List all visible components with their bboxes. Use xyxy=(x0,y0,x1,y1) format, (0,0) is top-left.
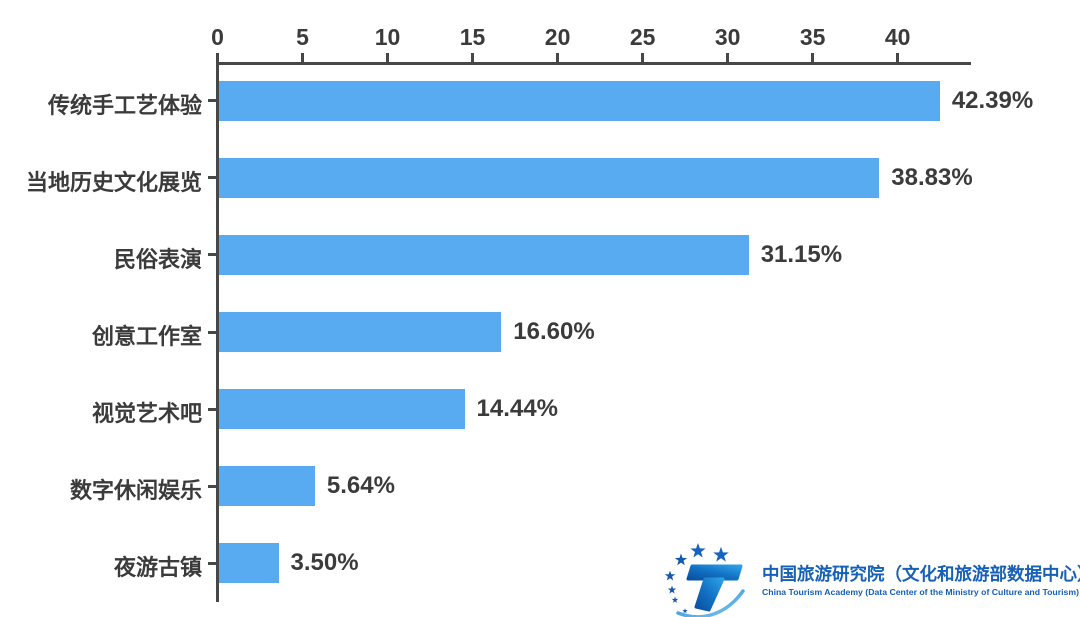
category-label: 夜游古镇 xyxy=(113,555,202,581)
y-axis-tick xyxy=(208,330,216,334)
y-axis-tick xyxy=(208,253,216,257)
y-axis-tick xyxy=(208,561,216,565)
org-name-en: China Tourism Academy (Data Center of th… xyxy=(762,587,1079,597)
branding-text: 中国旅游研究院（文化和旅游部数据中心） China Tourism Academ… xyxy=(762,537,1080,598)
x-axis-tick xyxy=(471,53,475,62)
x-axis-tick-label: 20 xyxy=(544,24,571,50)
value-label: 31.15% xyxy=(760,240,843,268)
bar xyxy=(219,80,940,121)
category-label: 民俗表演 xyxy=(113,246,202,272)
x-axis-tick-label: 35 xyxy=(799,24,826,50)
category-label: 传统手工艺体验 xyxy=(47,92,202,118)
x-axis-tick xyxy=(726,53,730,62)
y-axis-line xyxy=(216,62,219,602)
x-axis-tick-label: 10 xyxy=(374,24,401,50)
x-axis-tick-label: 25 xyxy=(629,24,656,50)
logo-t-mark xyxy=(686,564,743,612)
x-axis-tick xyxy=(811,53,815,62)
bar xyxy=(219,234,749,275)
category-label: 数字休闲娱乐 xyxy=(69,478,202,504)
value-label: 3.50% xyxy=(290,549,359,577)
y-axis-tick xyxy=(208,176,216,180)
org-name-cn: 中国旅游研究院（文化和旅游部数据中心） xyxy=(762,564,1080,584)
x-axis-tick-label: 15 xyxy=(459,24,486,50)
x-axis-tick-label: 40 xyxy=(884,24,911,50)
bar xyxy=(219,312,502,352)
y-axis-tick xyxy=(208,407,216,411)
y-axis-tick xyxy=(208,99,216,103)
x-axis-tick xyxy=(216,53,219,62)
bar xyxy=(219,466,315,507)
category-label: 创意工作室 xyxy=(91,324,202,349)
x-axis-tick xyxy=(556,53,560,62)
bar xyxy=(219,157,880,198)
value-label: 5.64% xyxy=(326,472,395,500)
x-axis-tick xyxy=(896,53,900,62)
category-label: 视觉艺术吧 xyxy=(91,401,202,427)
x-axis-tick-label: 5 xyxy=(296,24,309,50)
x-axis-tick xyxy=(301,53,305,62)
category-label: 当地历史文化展览 xyxy=(25,169,202,195)
branding: 中国旅游研究院（文化和旅游部数据中心） China Tourism Academ… xyxy=(656,537,1080,617)
x-axis-tick xyxy=(386,53,390,62)
x-axis-line xyxy=(216,62,971,65)
y-axis-tick xyxy=(208,484,216,488)
value-label: 42.39% xyxy=(951,86,1034,114)
china-tourism-academy-logo xyxy=(664,543,745,617)
x-axis-tick-label: 0 xyxy=(211,24,224,50)
x-axis-tick xyxy=(641,53,645,62)
value-label: 38.83% xyxy=(891,163,973,191)
value-label: 14.44% xyxy=(476,395,558,423)
logo-swoosh xyxy=(676,589,745,617)
bar xyxy=(219,389,465,430)
value-label: 16.60% xyxy=(513,318,595,345)
bar xyxy=(219,543,279,584)
x-axis-tick-label: 30 xyxy=(714,24,741,50)
